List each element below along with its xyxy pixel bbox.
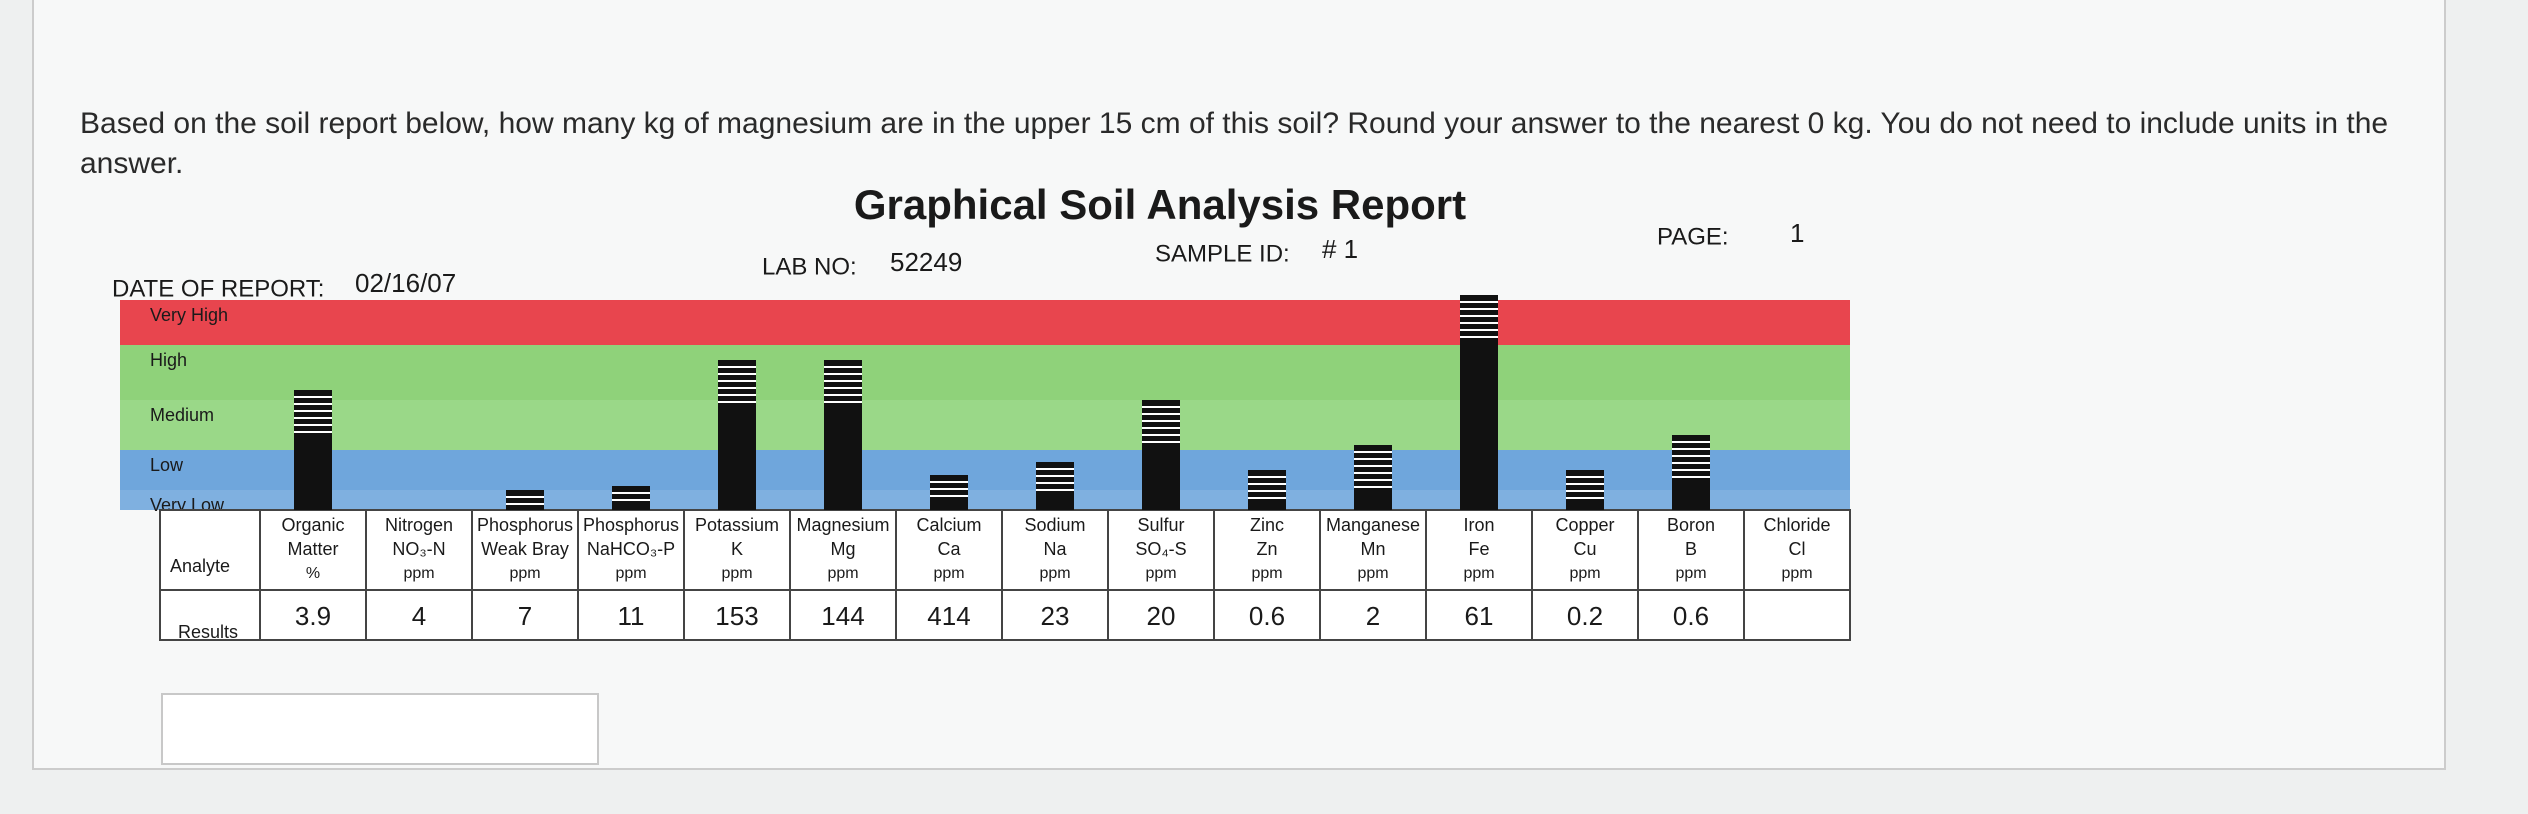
analyte-unit: % — [306, 565, 320, 582]
analyte-unit: ppm — [1569, 565, 1600, 582]
analyte-symbol: Cu — [1573, 539, 1596, 559]
result: 153 — [715, 601, 758, 631]
analyte-unit: ppm — [1251, 565, 1282, 582]
sample-label: SAMPLE ID: — [1155, 240, 1290, 267]
analyte-unit: ppm — [1463, 565, 1494, 582]
analyte-name: Magnesium — [796, 515, 889, 535]
analyte-name: Manganese — [1326, 515, 1420, 535]
page-number: 1 — [1790, 218, 1804, 248]
sample: # 1 — [1322, 234, 1358, 264]
analyte-symbol: Mn — [1360, 539, 1385, 559]
result: 7 — [518, 601, 532, 631]
analyte-unit: ppm — [509, 565, 540, 582]
analyte-unit: ppm — [615, 565, 646, 582]
question-text: Based on the soil report below, how many… — [80, 107, 2389, 180]
result: 144 — [821, 601, 864, 631]
analyte-symbol: NaHCO₃-P — [587, 539, 675, 559]
level-band — [120, 345, 1850, 400]
analyte-name: Zinc — [1250, 515, 1284, 535]
level-bar — [1672, 435, 1710, 510]
analyte-name: Phosphorus — [583, 515, 679, 535]
level-label: High — [150, 350, 187, 370]
level-band — [120, 300, 1850, 345]
result: 0.6 — [1249, 601, 1285, 631]
analyte-symbol: Na — [1043, 539, 1067, 559]
lab: 52249 — [890, 247, 962, 277]
analyte-unit: ppm — [827, 565, 858, 582]
analyte-symbol: Matter — [287, 539, 338, 559]
result: 2 — [1366, 601, 1380, 631]
analyte-label: Analyte — [170, 556, 230, 576]
analyte-name: Calcium — [916, 515, 981, 535]
analyte-symbol: Mg — [830, 539, 855, 559]
level-bar — [930, 475, 968, 510]
level-bar — [1460, 295, 1498, 510]
result: 0.2 — [1567, 601, 1603, 631]
level-label: Medium — [150, 405, 214, 425]
level-bar — [1354, 445, 1392, 510]
analyte-symbol: Weak Bray — [481, 539, 569, 559]
analyte-name: Sodium — [1024, 515, 1085, 535]
date-label: DATE OF REPORT: — [112, 275, 324, 302]
level-bar — [294, 390, 332, 510]
analyte-name: Copper — [1555, 515, 1614, 535]
analyte-symbol: NO₃-N — [392, 539, 445, 559]
analyte-unit: ppm — [1675, 565, 1706, 582]
table — [159, 509, 1851, 641]
analyte-unit: ppm — [403, 565, 434, 582]
result: 3.9 — [295, 601, 331, 631]
report-title: Graphical Soil Analysis Report — [854, 181, 1466, 228]
level-band — [120, 400, 1850, 450]
date: 02/16/07 — [355, 268, 456, 298]
analyte-symbol: Fe — [1468, 539, 1489, 559]
analyte-name: Boron — [1667, 515, 1715, 535]
analyte-unit: ppm — [1781, 565, 1812, 582]
level-band — [120, 450, 1850, 490]
level-bar — [1142, 400, 1180, 510]
analyte-name: Phosphorus — [477, 515, 573, 535]
analyte-name: Sulfur — [1137, 515, 1184, 535]
level-bar — [506, 490, 544, 510]
analyte-unit: ppm — [1039, 565, 1070, 582]
analyte-unit: ppm — [721, 565, 752, 582]
analyte-symbol: Ca — [937, 539, 961, 559]
analyte-name: Nitrogen — [385, 515, 453, 535]
analyte-symbol: Cl — [1789, 539, 1806, 559]
result: 20 — [1147, 601, 1176, 631]
level-label: Very High — [150, 305, 228, 325]
result: 414 — [927, 601, 970, 631]
level-band — [120, 490, 1850, 510]
level-bar — [824, 360, 862, 510]
level-label: Low — [150, 455, 184, 475]
results-label: Results — [178, 622, 238, 642]
page-label: PAGE: — [1657, 223, 1729, 250]
analyte-symbol: Zn — [1256, 539, 1277, 559]
analyte-name: Iron — [1463, 515, 1494, 535]
analyte-symbol: K — [731, 539, 743, 559]
result: 4 — [412, 601, 426, 631]
analyte-name: Chloride — [1763, 515, 1830, 535]
answer-input[interactable] — [161, 693, 599, 765]
analyte-unit: ppm — [933, 565, 964, 582]
analyte-name: Organic — [281, 515, 344, 535]
result: 11 — [618, 601, 645, 631]
level-bar — [718, 360, 756, 510]
analyte-name: Potassium — [695, 515, 779, 535]
result: 0.6 — [1673, 601, 1709, 631]
analyte-symbol: B — [1685, 539, 1697, 559]
result: 61 — [1465, 601, 1494, 631]
lab-label: LAB NO: — [762, 253, 857, 280]
level-bar — [612, 486, 650, 510]
result: 23 — [1041, 601, 1070, 631]
analyte-unit: ppm — [1357, 565, 1388, 582]
analyte-symbol: SO₄-S — [1135, 539, 1186, 559]
analyte-unit: ppm — [1145, 565, 1176, 582]
